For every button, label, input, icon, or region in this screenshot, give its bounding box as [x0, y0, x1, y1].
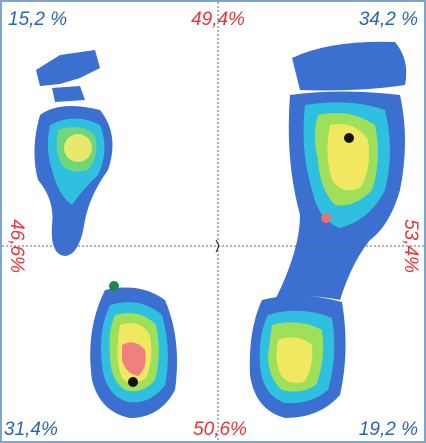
right-middle-percent: 53,4%: [400, 219, 421, 273]
pressure-map: 15,2 % 49,4% 34,2 % 46,6% 53,4% 31,4% 50…: [0, 0, 426, 443]
top-left-percent: 15,2 %: [8, 9, 67, 30]
bottom-left-percent: 31,4%: [4, 419, 58, 440]
bottom-right-percent: 19,2 %: [359, 419, 418, 440]
bottom-center-percent: 50,6%: [193, 419, 247, 440]
top-right-percent: 34,2 %: [359, 9, 418, 30]
page: 15,2 % 49,4% 34,2 % 46,6% 53,4% 31,4% 50…: [0, 0, 426, 443]
top-center-percent: 49,4%: [191, 9, 245, 30]
left-middle-percent: 46,6%: [6, 219, 27, 273]
